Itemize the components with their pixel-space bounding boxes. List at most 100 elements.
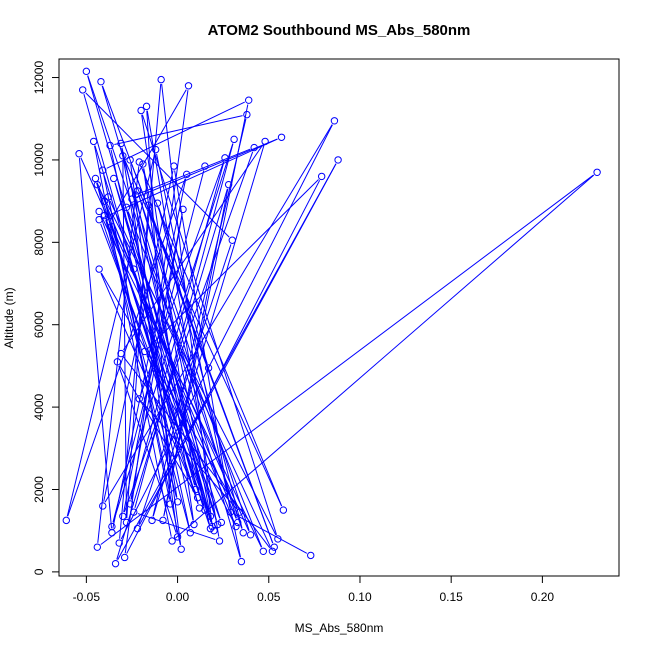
data-point [206, 524, 215, 533]
data-point [111, 559, 120, 568]
data-point [122, 203, 131, 212]
data-point [130, 508, 138, 516]
data-point [117, 349, 125, 358]
data-point [99, 502, 107, 510]
data-point [179, 205, 187, 214]
x-tick-label: 0.20 [531, 590, 555, 604]
data-point [144, 201, 153, 209]
data-point [245, 96, 253, 104]
x-tick-label: -0.05 [73, 590, 101, 604]
series-segment [175, 174, 595, 539]
series-segment [100, 223, 210, 513]
data-point [135, 395, 143, 403]
series-segment [146, 110, 220, 537]
data-point [279, 506, 288, 514]
series-segment [112, 170, 205, 523]
data-point [133, 524, 142, 533]
series-segment [123, 356, 271, 549]
series-segment [139, 148, 251, 194]
y-tick-label: 8000 [32, 229, 46, 256]
series-segment [141, 401, 238, 510]
series-segment [163, 104, 249, 517]
series-segment [118, 365, 177, 533]
data-point [166, 500, 174, 508]
series-segment [102, 138, 278, 219]
series-segment [87, 75, 217, 521]
data-point [106, 141, 114, 150]
y-tick-label: 2000 [32, 476, 46, 503]
series-segment [158, 207, 208, 364]
data-point [100, 197, 109, 205]
data-point [141, 347, 149, 356]
data-point [159, 516, 167, 525]
data-point [117, 139, 125, 148]
data-point [122, 518, 131, 527]
series-segment [147, 179, 319, 349]
series-segment [130, 161, 225, 500]
data-point [261, 137, 269, 146]
data-point [237, 557, 246, 566]
data-point [106, 218, 114, 226]
series-segment [124, 90, 189, 554]
x-tick-label: 0.10 [348, 590, 372, 604]
data-point [334, 156, 342, 164]
series-segment [136, 199, 205, 506]
data-point [192, 485, 200, 494]
data-point [95, 207, 103, 216]
data-point [62, 516, 70, 525]
data-point [95, 215, 103, 224]
series-segment [137, 513, 216, 541]
data-point [126, 500, 134, 508]
series-segment [141, 114, 278, 535]
data-point [79, 86, 87, 94]
data-point [246, 531, 255, 539]
data-point [224, 180, 233, 189]
data-point [100, 211, 109, 220]
data-point [210, 526, 218, 535]
series-segment [96, 182, 235, 523]
series-segment [140, 165, 283, 507]
data-point [95, 265, 103, 273]
data-point [135, 158, 143, 166]
data-point [115, 539, 123, 547]
series-segment [110, 225, 205, 507]
series-segment [135, 138, 278, 198]
series-segment [131, 163, 208, 365]
y-tick-label: 4000 [32, 393, 46, 420]
series-segment [146, 355, 235, 523]
series-segment [152, 118, 247, 517]
data-point [119, 152, 127, 160]
data-point [91, 174, 100, 183]
series-segment [112, 143, 234, 523]
data-point [173, 498, 182, 506]
data-point [75, 150, 83, 158]
series-segment [109, 200, 272, 548]
data-point [277, 133, 286, 141]
y-tick-label: 12000 [32, 61, 46, 95]
series-segment [134, 143, 234, 509]
data-point [201, 506, 209, 514]
data-point [232, 522, 240, 531]
series-segment [127, 211, 263, 548]
data-point [170, 162, 178, 170]
series-segment [100, 215, 262, 548]
data-point [108, 529, 116, 537]
data-point [190, 520, 198, 529]
x-tick-label: 0.15 [440, 590, 464, 604]
data-point [317, 172, 326, 181]
data-point [82, 67, 91, 76]
series-layer [62, 67, 601, 568]
series-segment [146, 110, 171, 500]
data-point [307, 551, 315, 560]
series-segment [108, 201, 170, 500]
data-point [151, 145, 160, 154]
y-axis-label: Altitude (m) [2, 287, 16, 348]
series-segment [98, 188, 277, 536]
series-segment [116, 188, 228, 560]
data-point [250, 143, 258, 152]
data-point [221, 154, 229, 162]
data-point [593, 168, 601, 176]
data-point [270, 543, 278, 551]
data-point [204, 364, 213, 372]
